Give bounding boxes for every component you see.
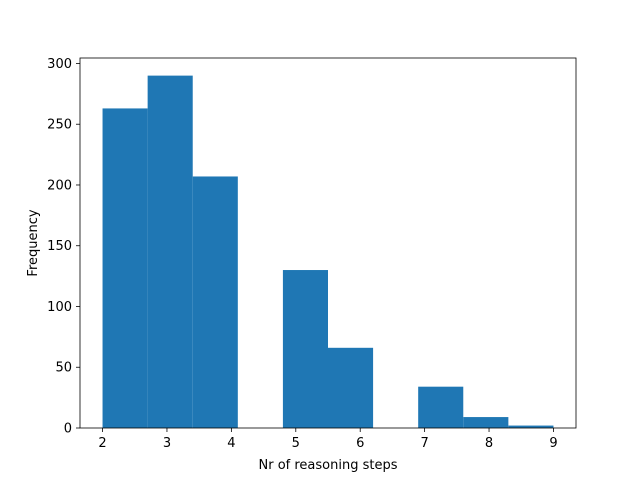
- x-tick-label: 2: [98, 436, 106, 451]
- histogram-bar: [328, 347, 374, 428]
- x-tick-label: 7: [420, 436, 428, 451]
- bars-group: [102, 75, 554, 428]
- y-tick-label: 50: [55, 361, 72, 376]
- plot-frame: [79, 57, 577, 429]
- histogram-bar: [463, 417, 509, 428]
- x-tick-label: 9: [549, 436, 557, 451]
- y-tick-label: 0: [64, 422, 72, 437]
- histogram-bar: [102, 108, 148, 428]
- histogram-bar: [192, 176, 238, 428]
- x-tick-label: 4: [227, 436, 235, 451]
- x-tick-label: 8: [485, 436, 493, 451]
- y-tick-label: 100: [47, 300, 72, 315]
- y-axis-label: Frequency: [26, 209, 41, 276]
- y-tick-label: 250: [47, 118, 72, 133]
- histogram-bar: [418, 386, 464, 428]
- x-tick-label: 6: [356, 436, 364, 451]
- y-axis-ticks: 0 50 100 150 200 250 300: [47, 57, 80, 437]
- x-tick-label: 3: [163, 436, 171, 451]
- histogram-bar: [508, 425, 554, 428]
- x-axis-label: Nr of reasoning steps: [259, 458, 398, 473]
- x-tick-label: 5: [292, 436, 300, 451]
- y-tick-label: 150: [47, 239, 72, 254]
- y-tick-label: 300: [47, 57, 72, 72]
- histogram-bar: [147, 75, 193, 428]
- x-axis-ticks: 2 3 4 5 6 7 8 9: [98, 428, 558, 451]
- y-tick-label: 200: [47, 178, 72, 193]
- histogram-bar: [282, 270, 328, 428]
